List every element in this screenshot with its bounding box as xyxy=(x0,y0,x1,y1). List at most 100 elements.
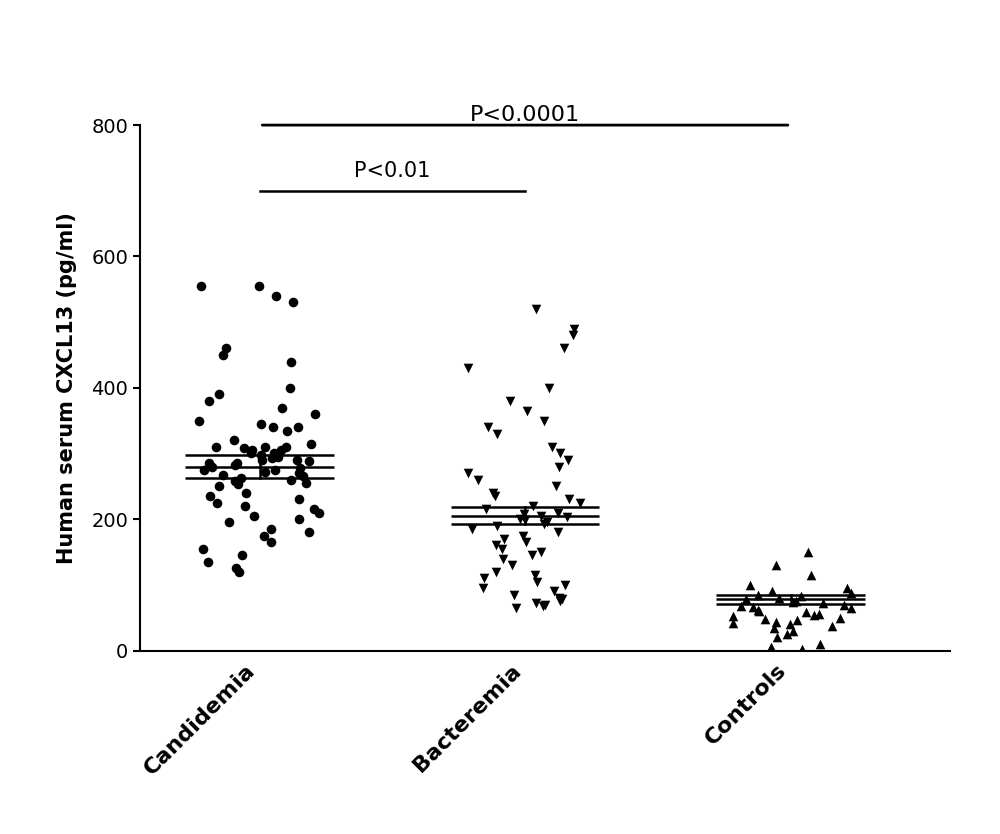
Point xyxy=(480,420,496,434)
Point xyxy=(815,596,831,610)
Point xyxy=(251,279,267,293)
Point xyxy=(843,586,859,600)
Point xyxy=(464,522,480,535)
Point xyxy=(565,329,581,342)
Point xyxy=(525,500,541,513)
Point xyxy=(750,603,766,616)
Point xyxy=(812,637,828,651)
Point xyxy=(548,480,564,493)
Point xyxy=(529,575,545,588)
Point xyxy=(243,447,259,460)
Point xyxy=(769,631,785,644)
Point xyxy=(475,581,491,595)
Point xyxy=(267,463,283,476)
Point xyxy=(488,565,504,579)
Point xyxy=(785,595,801,609)
Point xyxy=(278,440,294,454)
Point xyxy=(528,596,544,610)
Point xyxy=(725,610,741,623)
Point xyxy=(566,322,582,335)
Point xyxy=(836,598,852,611)
Point xyxy=(295,470,311,483)
Point xyxy=(226,434,242,447)
Point xyxy=(527,568,543,581)
Point xyxy=(560,454,576,467)
Point xyxy=(246,510,262,523)
Point xyxy=(536,517,552,530)
Point xyxy=(771,591,787,605)
Point xyxy=(218,342,234,355)
Point xyxy=(519,404,535,418)
Point xyxy=(485,486,501,500)
Point xyxy=(811,607,827,620)
Point xyxy=(768,615,784,628)
Point xyxy=(824,619,840,632)
Point xyxy=(793,590,809,603)
Point xyxy=(283,355,299,369)
Point xyxy=(228,562,244,575)
Point xyxy=(311,506,327,520)
Point xyxy=(264,451,280,465)
Point xyxy=(524,549,540,562)
Point xyxy=(757,612,773,626)
Point xyxy=(283,473,299,486)
Point xyxy=(211,388,227,401)
Point xyxy=(244,444,260,457)
Point xyxy=(289,454,305,467)
Point xyxy=(550,525,566,539)
Point xyxy=(516,507,532,520)
Point xyxy=(221,515,237,529)
Point xyxy=(208,440,224,454)
Point xyxy=(204,460,220,474)
Point xyxy=(751,605,767,618)
Point xyxy=(798,605,814,619)
Point xyxy=(236,441,252,455)
Point xyxy=(285,296,301,309)
Point xyxy=(292,461,308,475)
Point xyxy=(234,549,250,562)
Point xyxy=(253,417,269,430)
Point xyxy=(233,471,249,485)
Point xyxy=(291,512,307,526)
Point xyxy=(201,394,217,408)
Point xyxy=(263,522,279,535)
Point xyxy=(496,532,512,545)
Point xyxy=(766,620,782,634)
Point xyxy=(528,302,544,315)
Point xyxy=(559,510,575,524)
Point xyxy=(230,478,246,491)
Point xyxy=(274,401,290,414)
Point xyxy=(494,542,510,555)
Point xyxy=(200,555,216,569)
Point xyxy=(518,535,534,549)
Point xyxy=(253,448,269,461)
Point xyxy=(202,490,218,503)
Point xyxy=(738,593,754,606)
Point xyxy=(506,588,522,601)
Point xyxy=(231,565,247,579)
Point xyxy=(306,503,322,516)
Point xyxy=(268,289,284,303)
Point xyxy=(832,611,848,625)
Point xyxy=(533,545,549,559)
Point xyxy=(745,600,761,614)
Point xyxy=(742,578,758,591)
Point xyxy=(238,486,254,500)
Point xyxy=(556,342,572,355)
Point xyxy=(763,641,779,654)
Point xyxy=(489,519,505,532)
Point xyxy=(541,381,557,394)
Point xyxy=(265,420,281,434)
Point xyxy=(301,455,317,468)
Point xyxy=(552,447,568,460)
Point xyxy=(291,466,307,480)
Point xyxy=(495,552,511,565)
Point xyxy=(227,475,243,488)
Point xyxy=(839,581,855,595)
Point xyxy=(551,591,567,605)
Point xyxy=(512,512,528,526)
Point xyxy=(803,568,819,581)
Point xyxy=(476,571,492,585)
Point xyxy=(725,616,741,630)
Text: P<0.0001: P<0.0001 xyxy=(470,105,580,125)
